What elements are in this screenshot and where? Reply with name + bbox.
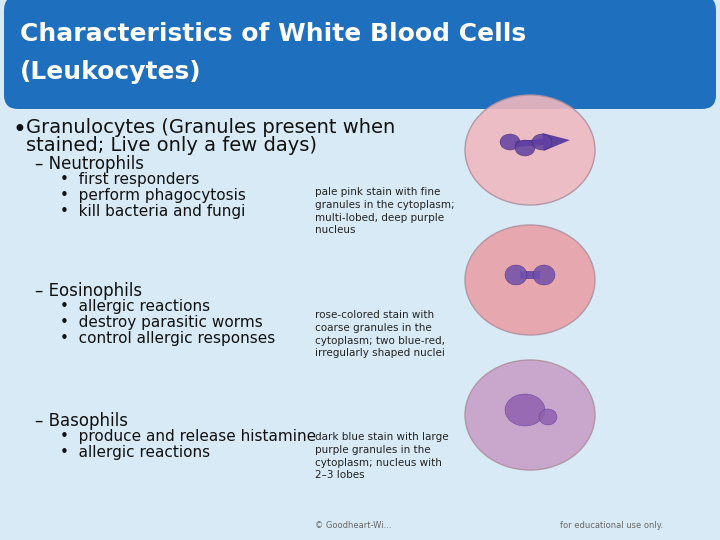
Ellipse shape: [505, 394, 545, 426]
Text: •  perform phagocytosis: • perform phagocytosis: [60, 188, 246, 203]
Text: pale pink stain with fine
granules in the cytoplasm;
multi-lobed, deep purple
nu: pale pink stain with fine granules in th…: [315, 187, 454, 235]
Text: – Eosinophils: – Eosinophils: [35, 282, 142, 300]
Ellipse shape: [533, 265, 555, 285]
Text: Granulocytes (Granules present when: Granulocytes (Granules present when: [26, 118, 395, 137]
Text: for educational use only.: for educational use only.: [560, 521, 663, 530]
Ellipse shape: [465, 360, 595, 470]
Text: dark blue stain with large
purple granules in the
cytoplasm; nucleus with
2–3 lo: dark blue stain with large purple granul…: [315, 432, 449, 481]
Bar: [520, 271, 540, 279]
Text: © Goodheart-Wi...: © Goodheart-Wi...: [315, 521, 392, 530]
Ellipse shape: [515, 140, 535, 156]
FancyBboxPatch shape: [4, 0, 716, 109]
Ellipse shape: [532, 134, 552, 150]
Text: •: •: [12, 118, 26, 142]
Text: – Neutrophils: – Neutrophils: [35, 155, 144, 173]
Text: •  allergic reactions: • allergic reactions: [60, 445, 210, 460]
Ellipse shape: [465, 95, 595, 205]
Text: •  first responders: • first responders: [60, 172, 199, 187]
FancyArrow shape: [515, 133, 570, 151]
Ellipse shape: [465, 225, 595, 335]
Ellipse shape: [539, 409, 557, 425]
Text: stained; Live only a few days): stained; Live only a few days): [26, 136, 317, 155]
Text: (Leukocytes): (Leukocytes): [20, 60, 202, 84]
Text: – Basophils: – Basophils: [35, 412, 128, 430]
Text: Characteristics of White Blood Cells: Characteristics of White Blood Cells: [20, 22, 526, 46]
Text: •  allergic reactions: • allergic reactions: [60, 299, 210, 314]
Text: rose-colored stain with
coarse granules in the
cytoplasm; two blue-red,
irregula: rose-colored stain with coarse granules …: [315, 310, 445, 359]
Text: •  destroy parasitic worms: • destroy parasitic worms: [60, 315, 263, 330]
Text: •  produce and release histamine: • produce and release histamine: [60, 429, 316, 444]
Ellipse shape: [505, 265, 527, 285]
Text: •  control allergic responses: • control allergic responses: [60, 331, 275, 346]
Text: •  kill bacteria and fungi: • kill bacteria and fungi: [60, 204, 246, 219]
Ellipse shape: [500, 134, 520, 150]
